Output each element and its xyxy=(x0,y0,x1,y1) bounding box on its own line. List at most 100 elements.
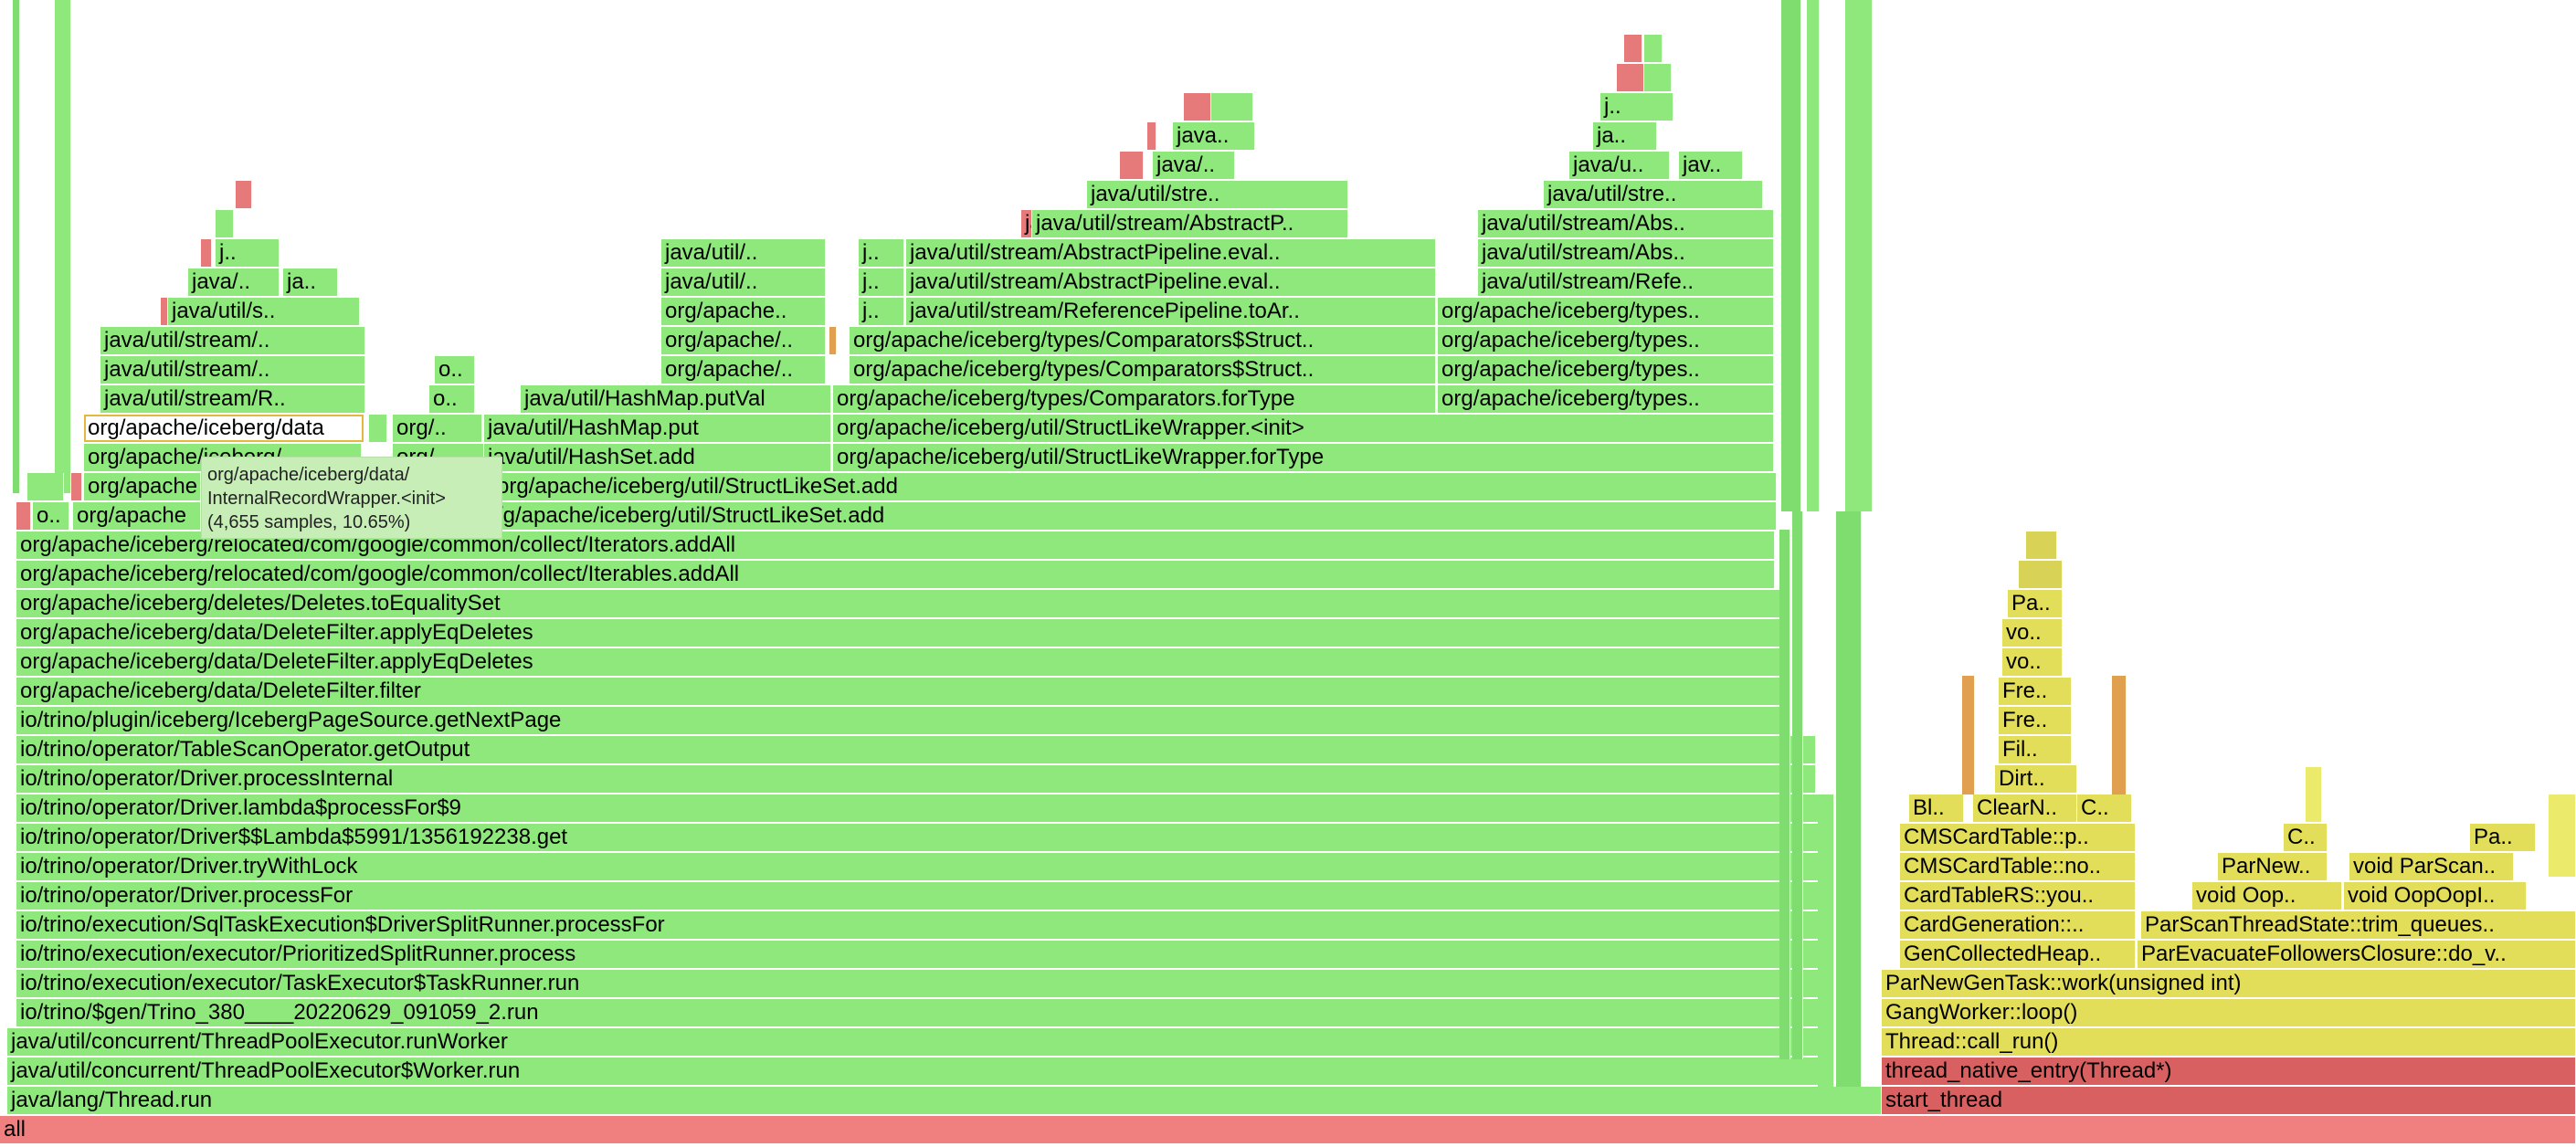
frame[interactable]: org/apache/iceberg/deletes/Deletes.toEqu… xyxy=(16,590,1789,617)
frame[interactable]: org/apache/iceberg/types/Comparators$Str… xyxy=(850,356,1436,384)
frame[interactable]: io/trino/operator/TableScanOperator.getO… xyxy=(16,736,1816,763)
frame[interactable]: thread_native_entry(Thread*) xyxy=(1882,1058,2576,1085)
frame[interactable]: start_thread xyxy=(1882,1087,2576,1114)
frame[interactable] xyxy=(16,502,31,530)
frame[interactable]: org/apache/iceberg/types/Comparators$Str… xyxy=(850,327,1436,354)
frame[interactable]: Fil.. xyxy=(1999,736,2072,763)
frame[interactable]: java/util/HashMap.putVal xyxy=(521,385,831,413)
frame[interactable]: java/util/stream/Refe.. xyxy=(1478,268,1774,296)
frame[interactable]: org/apache/iceberg/data/DeleteFilter.app… xyxy=(16,648,1789,676)
frame[interactable]: GenCollectedHeap.. xyxy=(1900,941,2136,968)
frame[interactable]: ja.. xyxy=(283,268,338,296)
frame[interactable] xyxy=(1211,93,1253,121)
frame[interactable]: ParNewGenTask::work(unsigned int) xyxy=(1882,970,2576,997)
frame[interactable] xyxy=(1120,152,1144,179)
frame[interactable]: java/util/stream/AbstractP.. xyxy=(1032,210,1348,237)
frame[interactable]: Fre.. xyxy=(1999,707,2072,734)
frame[interactable]: io/trino/operator/Driver.processFor xyxy=(16,882,1834,910)
frame[interactable]: java/util/stream/Abs.. xyxy=(1478,210,1774,237)
frame[interactable] xyxy=(1845,0,1873,511)
frame[interactable] xyxy=(1807,0,1820,511)
frame[interactable] xyxy=(1147,122,1156,150)
frame[interactable]: ja.. xyxy=(1593,122,1657,150)
frame[interactable]: Dirt.. xyxy=(1995,765,2077,793)
frame[interactable]: java.. xyxy=(1173,122,1255,150)
frame[interactable]: java/util/stream/AbstractP.. xyxy=(1021,210,1032,237)
frame[interactable]: java/.. xyxy=(1153,152,1235,179)
frame[interactable]: org/apache/iceberg/data/DeleteFilter.app… xyxy=(16,619,1789,647)
frame[interactable]: java/util/stream/Abs.. xyxy=(1478,239,1774,267)
frame[interactable]: org/apache/iceberg/types.. xyxy=(1438,327,1774,354)
frame[interactable] xyxy=(1644,64,1672,91)
frame[interactable] xyxy=(1781,0,1801,511)
frame[interactable] xyxy=(161,298,168,325)
frame[interactable]: java/util/stre.. xyxy=(1544,181,1763,208)
frame[interactable]: org/.. xyxy=(393,415,482,442)
frame[interactable]: java/util/stream/.. xyxy=(100,327,365,354)
frame[interactable]: java/util/stream/AbstractPipeline.eval.. xyxy=(906,268,1436,296)
frame[interactable]: java/util/concurrent/ThreadPoolExecutor$… xyxy=(7,1058,1834,1085)
frame[interactable]: C.. xyxy=(2284,824,2328,851)
frame[interactable]: vo.. xyxy=(2002,648,2063,676)
frame[interactable]: org/apache/iceberg/util/StructLikeWrappe… xyxy=(833,415,1774,442)
frame[interactable]: CardGeneration::.. xyxy=(1900,911,2136,939)
frame[interactable] xyxy=(2019,561,2063,588)
frame[interactable] xyxy=(369,415,387,442)
frame[interactable]: j.. xyxy=(216,239,280,267)
frame[interactable]: C.. xyxy=(2077,794,2132,822)
frame[interactable]: java/util/stream/AbstractPipeline.eval.. xyxy=(906,239,1436,267)
frame[interactable]: Pa.. xyxy=(2008,590,2063,617)
frame[interactable] xyxy=(1818,822,1834,1087)
frame[interactable] xyxy=(829,327,837,354)
frame[interactable]: org/apache/.. xyxy=(661,356,826,384)
frame[interactable]: void ParScan.. xyxy=(2349,853,2514,880)
frame[interactable] xyxy=(1644,35,1663,62)
frame[interactable]: io/trino/plugin/iceberg/IcebergPageSourc… xyxy=(16,707,1789,734)
frame[interactable]: io/trino/operator/Driver.processInternal xyxy=(16,765,1816,793)
frame[interactable] xyxy=(71,473,82,500)
frame[interactable]: void OopOopI.. xyxy=(2344,882,2527,910)
frame[interactable]: Fre.. xyxy=(1999,678,2072,705)
frame[interactable]: java/util/concurrent/ThreadPoolExecutor.… xyxy=(7,1028,1834,1056)
frame[interactable] xyxy=(1792,511,1803,1059)
frame[interactable]: ParNew.. xyxy=(2218,853,2328,880)
frame[interactable]: Bl.. xyxy=(1909,794,1964,822)
frame[interactable]: io/trino/execution/executor/TaskExecutor… xyxy=(16,970,1834,997)
frame[interactable]: Thread::call_run() xyxy=(1882,1028,2576,1056)
frame[interactable]: o.. xyxy=(429,385,475,413)
frame[interactable] xyxy=(2306,767,2322,822)
frame[interactable]: java/util/.. xyxy=(661,268,826,296)
frame[interactable] xyxy=(1962,676,1975,794)
frame[interactable]: ParEvacuateFollowersClosure::do_v.. xyxy=(2138,941,2576,968)
frame[interactable]: CMSCardTable::no.. xyxy=(1900,853,2136,880)
frame[interactable]: ClearN.. xyxy=(1973,794,2077,822)
frame[interactable]: io/trino/execution/SqlTaskExecution$Driv… xyxy=(16,911,1834,939)
frame[interactable]: org/apache/iceberg/util/StructLikeWrappe… xyxy=(833,444,1774,471)
frame[interactable] xyxy=(1779,530,1790,1059)
frame[interactable]: CMSCardTable::p.. xyxy=(1900,824,2136,851)
frame[interactable]: org/apache/iceberg/types/Comparators.for… xyxy=(833,385,1436,413)
frame[interactable]: org/apache/iceberg/relocated/com/google/… xyxy=(16,561,1775,588)
frame[interactable] xyxy=(1184,93,1211,121)
frame[interactable]: vo.. xyxy=(2002,619,2063,647)
frame[interactable] xyxy=(27,473,64,500)
frame[interactable]: org/apache/.. xyxy=(661,327,826,354)
frame-selected[interactable]: org/apache/iceberg/data xyxy=(84,415,364,442)
frame[interactable] xyxy=(2026,531,2057,559)
frame[interactable]: org/apache/iceberg/data/DeleteFilter.fil… xyxy=(16,678,1789,705)
frame[interactable]: o.. xyxy=(33,502,69,530)
frame[interactable]: io/trino/operator/Driver.lambda$processF… xyxy=(16,794,1834,822)
frame[interactable] xyxy=(1624,35,1642,62)
frame[interactable]: java/.. xyxy=(188,268,280,296)
frame[interactable]: java/util/HashSet.add xyxy=(484,444,831,471)
frame[interactable]: CardTableRS::you.. xyxy=(1900,882,2136,910)
frame[interactable]: java/util/stre.. xyxy=(1087,181,1348,208)
frame[interactable] xyxy=(1617,64,1644,91)
frame[interactable] xyxy=(55,0,71,493)
frame-all[interactable]: all xyxy=(0,1116,2576,1143)
frame[interactable]: java/util/s.. xyxy=(168,298,360,325)
frame[interactable]: java/util/stream/R.. xyxy=(100,385,365,413)
frame[interactable]: io/trino/$gen/Trino_380____20220629_0910… xyxy=(16,999,1834,1026)
frame[interactable]: org/apache/iceberg/types.. xyxy=(1438,385,1774,413)
frame[interactable]: java/lang/Thread.run xyxy=(7,1087,1882,1114)
